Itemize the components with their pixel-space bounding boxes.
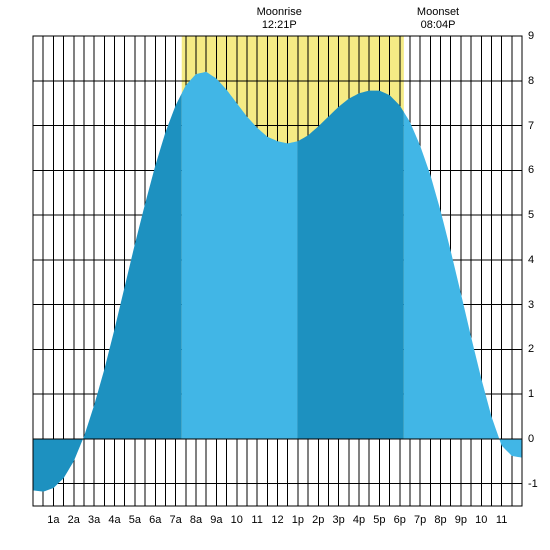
moonset-time: 08:04P bbox=[421, 19, 456, 31]
x-tick-label: 3p bbox=[333, 514, 345, 526]
x-tick-label: 11 bbox=[251, 514, 262, 526]
x-tick-label: 6p bbox=[394, 514, 406, 526]
moonset-label: Moonset 08:04P bbox=[417, 6, 459, 32]
x-tick-label: 5a bbox=[129, 514, 141, 526]
chart-svg bbox=[0, 0, 550, 550]
x-tick-label: 9p bbox=[455, 514, 467, 526]
x-tick-label: 4a bbox=[108, 514, 120, 526]
x-tick-label: 8a bbox=[190, 514, 202, 526]
x-tick-label: 4p bbox=[353, 514, 365, 526]
x-tick-label: 3a bbox=[88, 514, 100, 526]
y-tick-label: 9 bbox=[528, 30, 534, 42]
x-tick-label: 9a bbox=[210, 514, 222, 526]
x-tick-label: 1a bbox=[47, 514, 59, 526]
x-tick-label: 12 bbox=[271, 514, 283, 526]
y-tick-label: 3 bbox=[528, 299, 534, 311]
x-tick-label: 5p bbox=[373, 514, 385, 526]
x-tick-label: 1p bbox=[292, 514, 304, 526]
tide-chart: Moonrise 12:21P Moonset 08:04P 1a 2a 3a 4a 5… bbox=[0, 0, 550, 550]
y-tick-label: 7 bbox=[528, 120, 534, 132]
y-tick-label: 4 bbox=[528, 254, 534, 266]
y-tick-label: -1 bbox=[528, 478, 538, 490]
y-tick-label: 0 bbox=[528, 433, 534, 445]
moonrise-label: Moonrise 12:21P bbox=[257, 6, 302, 32]
x-tick-label: 8p bbox=[434, 514, 446, 526]
x-tick-label: 7a bbox=[170, 514, 182, 526]
y-tick-label: 1 bbox=[528, 388, 534, 400]
x-tick-label: 10 bbox=[231, 514, 243, 526]
x-tick-label: 7p bbox=[414, 514, 426, 526]
x-tick-label: 2a bbox=[68, 514, 80, 526]
x-tick-label: 10 bbox=[475, 514, 487, 526]
y-tick-label: 5 bbox=[528, 209, 534, 221]
x-tick-label: 6a bbox=[149, 514, 161, 526]
y-tick-label: 8 bbox=[528, 75, 534, 87]
moonset-title: Moonset bbox=[417, 6, 459, 18]
y-tick-label: 6 bbox=[528, 164, 534, 176]
x-tick-label: 11 bbox=[496, 514, 507, 526]
moonrise-time: 12:21P bbox=[262, 19, 297, 31]
y-tick-label: 2 bbox=[528, 343, 534, 355]
moonrise-title: Moonrise bbox=[257, 6, 302, 18]
x-tick-label: 2p bbox=[312, 514, 324, 526]
